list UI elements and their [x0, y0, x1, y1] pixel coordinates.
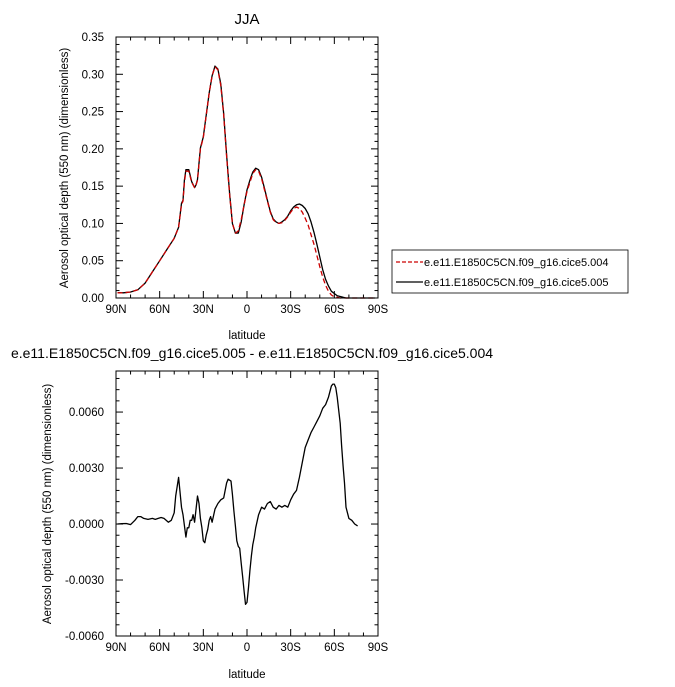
y-tick-label: 0.00: [82, 293, 104, 305]
y-tick-label: -0.0060: [65, 631, 104, 643]
legend-label-series-1: e.e11.E1850C5CN.f09_g16.cice5.004: [424, 257, 609, 269]
x-tick-label: 60N: [149, 304, 170, 316]
legend-label-series-2: e.e11.E1850C5CN.f09_g16.cice5.005: [424, 277, 609, 289]
bottom-chart-ylabel: Aerosol optical depth (550 nm) (dimensio…: [42, 384, 54, 625]
bottom-chart-panel: e.e11.E1850C5CN.f09_g16.cice5.005 - e.e1…: [11, 345, 493, 681]
legend-frame: [391, 249, 629, 294]
y-tick-label: 0.0030: [69, 463, 104, 475]
y-tick-label: 0.25: [82, 107, 104, 119]
x-tick-label: 30S: [280, 304, 301, 316]
bottom-chart-ticks: 90N 60N 30N 0 30S 60S 90S -0.0060 -0.0030 0.0000 0…: [65, 371, 389, 654]
x-tick-label: 30S: [280, 642, 301, 654]
y-tick-label: 0.05: [82, 256, 104, 268]
y-tick-label: 0.0060: [69, 407, 104, 419]
top-chart-xlabel: latitude: [228, 330, 265, 342]
top-chart-panel: JJA 90N 60N 30N 0 30S 60S 90S 0.00 0.05 0.10 0.15 0…: [59, 11, 629, 342]
top-chart-title: JJA: [234, 11, 259, 28]
y-tick-label: 0.0000: [69, 519, 104, 531]
top-chart-legend: e.e11.E1850C5CN.f09_g16.cice5.004 e.e11.…: [391, 249, 629, 294]
bottom-chart-xlabel: latitude: [228, 669, 265, 681]
bottom-chart-title: e.e11.E1850C5CN.f09_g16.cice5.005 - e.e1…: [11, 345, 493, 361]
x-tick-label: 0: [244, 642, 250, 654]
series-line-1: [117, 66, 376, 299]
x-tick-label: 90N: [105, 304, 126, 316]
top-chart-frame: [115, 36, 379, 299]
x-tick-label: 90N: [105, 642, 126, 654]
series-line-2: [117, 65, 376, 299]
bottom-chart-frame: [115, 370, 379, 637]
x-tick-label: 90S: [368, 642, 389, 654]
x-tick-label: 60S: [324, 304, 345, 316]
x-tick-label: 60N: [149, 642, 170, 654]
x-tick-label: 0: [244, 304, 250, 316]
x-tick-label: 30N: [193, 642, 214, 654]
top-chart-ticks: 90N 60N 30N 0 30S 60S 90S 0.00 0.05 0.10 0.15 0.20 0…: [82, 32, 389, 316]
top-chart-series: [117, 65, 376, 299]
top-chart-ylabel: Aerosol optical depth (550 nm) (dimensio…: [59, 48, 71, 289]
y-tick-label: 0.15: [82, 181, 104, 193]
x-tick-label: 30N: [193, 304, 214, 316]
y-tick-label: -0.0030: [65, 575, 104, 587]
y-tick-label: 0.35: [82, 32, 104, 44]
x-tick-label: 90S: [368, 304, 389, 316]
y-tick-label: 0.30: [82, 69, 104, 81]
y-tick-label: 0.10: [82, 218, 104, 230]
x-tick-label: 60S: [324, 642, 345, 654]
y-tick-label: 0.20: [82, 144, 104, 156]
bottom-chart-series: [117, 383, 358, 605]
series-line-1: [117, 383, 358, 605]
